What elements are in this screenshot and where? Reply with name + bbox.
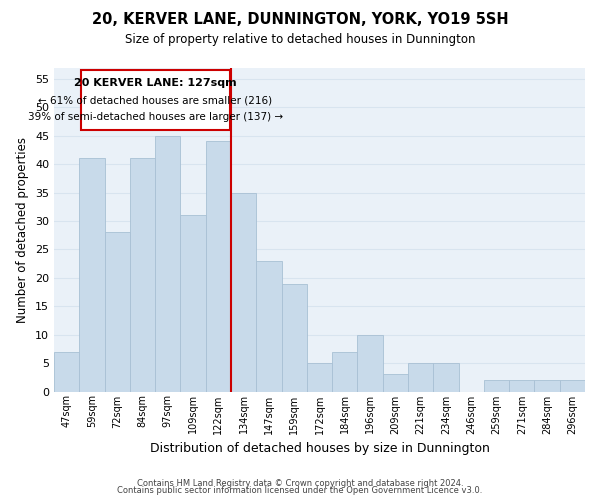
Bar xyxy=(332,352,358,392)
Bar xyxy=(281,284,307,392)
Bar xyxy=(383,374,408,392)
Bar xyxy=(54,352,79,392)
Bar xyxy=(509,380,535,392)
Bar xyxy=(206,142,231,392)
Text: Size of property relative to detached houses in Dunnington: Size of property relative to detached ho… xyxy=(125,32,475,46)
Bar xyxy=(408,363,433,392)
X-axis label: Distribution of detached houses by size in Dunnington: Distribution of detached houses by size … xyxy=(149,442,490,455)
Bar xyxy=(307,363,332,392)
Bar xyxy=(130,158,155,392)
Bar xyxy=(560,380,585,392)
Y-axis label: Number of detached properties: Number of detached properties xyxy=(16,136,29,322)
Bar xyxy=(358,334,383,392)
Bar xyxy=(256,261,281,392)
Bar xyxy=(484,380,509,392)
Text: 20, KERVER LANE, DUNNINGTON, YORK, YO19 5SH: 20, KERVER LANE, DUNNINGTON, YORK, YO19 … xyxy=(92,12,508,28)
Text: 39% of semi-detached houses are larger (137) →: 39% of semi-detached houses are larger (… xyxy=(28,112,283,122)
Text: Contains public sector information licensed under the Open Government Licence v3: Contains public sector information licen… xyxy=(118,486,482,495)
Bar xyxy=(535,380,560,392)
Text: 20 KERVER LANE: 127sqm: 20 KERVER LANE: 127sqm xyxy=(74,78,236,88)
Text: Contains HM Land Registry data © Crown copyright and database right 2024.: Contains HM Land Registry data © Crown c… xyxy=(137,478,463,488)
Bar xyxy=(231,192,256,392)
FancyBboxPatch shape xyxy=(80,70,230,130)
Bar xyxy=(155,136,181,392)
Bar xyxy=(104,232,130,392)
Bar xyxy=(79,158,104,392)
Bar xyxy=(433,363,458,392)
Bar xyxy=(181,216,206,392)
Text: ← 61% of detached houses are smaller (216): ← 61% of detached houses are smaller (21… xyxy=(38,96,272,106)
